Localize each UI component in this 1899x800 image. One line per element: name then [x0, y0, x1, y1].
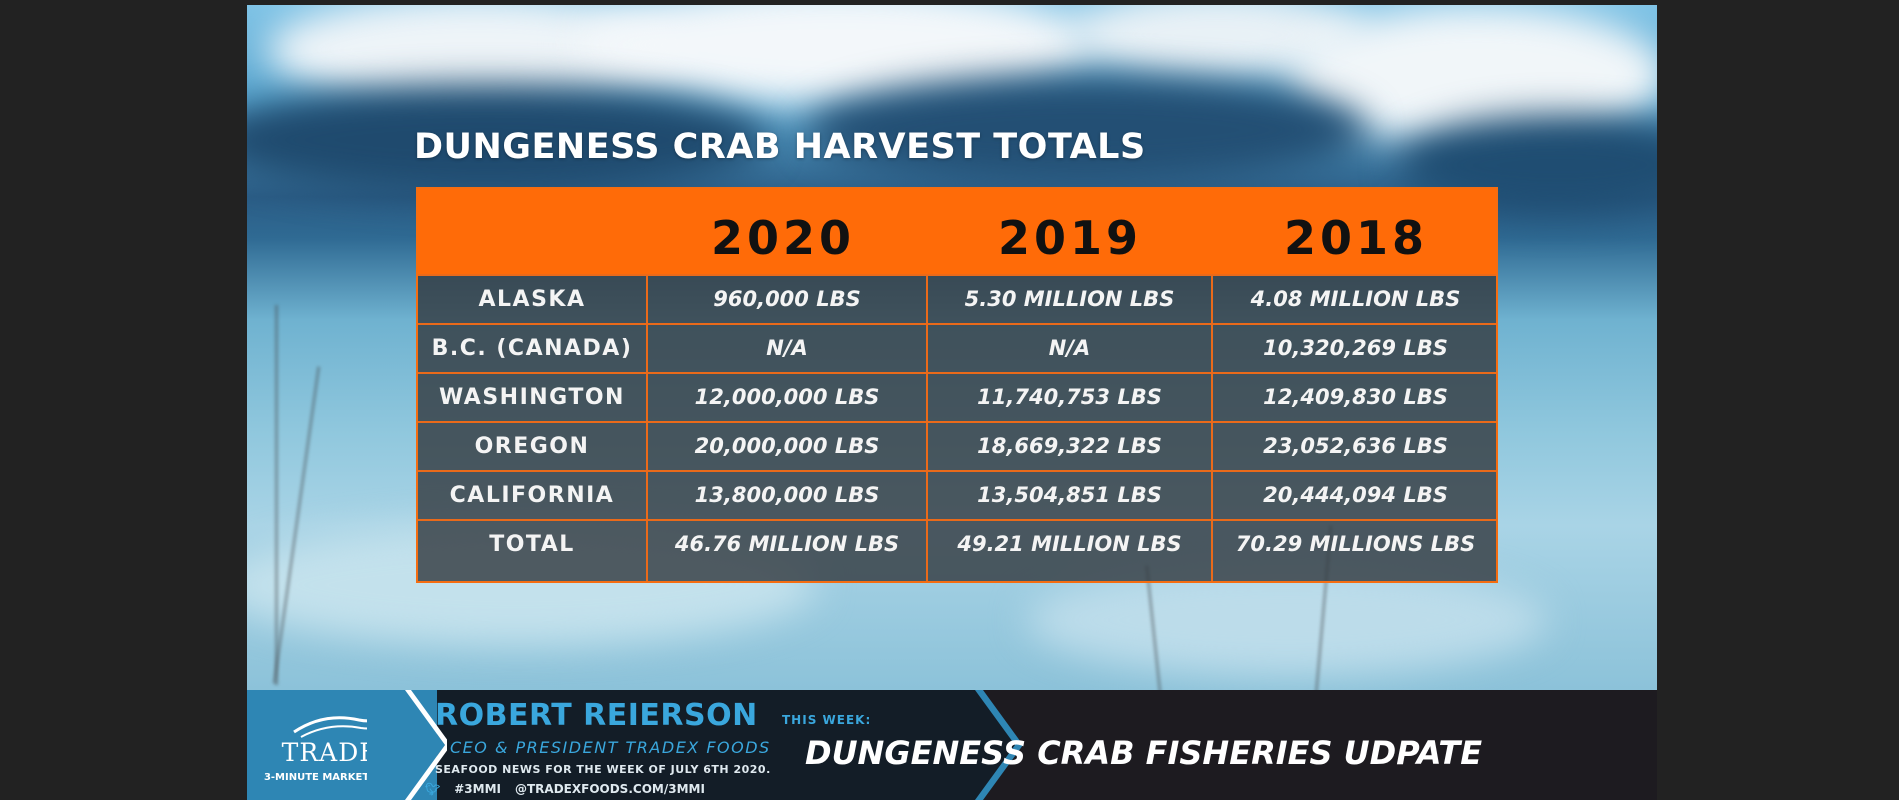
- harvest-table: 2020 2019 2018 ALASKA 960,000 LBS 5.30 M…: [416, 187, 1498, 583]
- dark-ridge-shape: [247, 85, 767, 195]
- presenter-name: ROBERT REIERSON: [435, 698, 758, 733]
- value-cell: 23,052,636 LBS: [1263, 434, 1448, 458]
- dark-ridge-shape: [807, 75, 1367, 185]
- value-cell: 12,409,830 LBS: [1263, 385, 1448, 409]
- value-cell: 20,444,094 LBS: [1263, 483, 1448, 507]
- value-cell: 13,504,851 LBS: [977, 483, 1162, 507]
- social-links: 🐦︎ #3MMI @TRADEXFOODS.COM/3MMI: [425, 782, 719, 796]
- year-header-2020: 2020: [710, 211, 856, 265]
- table-row: CALIFORNIA 13,800,000 LBS 13,504,851 LBS…: [418, 470, 1496, 519]
- hashtag-text: #3MMI: [454, 782, 501, 796]
- lower-third-banner: TRADEX 3-MINUTE MARKET INSIGHT ROBERT RE…: [247, 690, 1657, 800]
- table-row: OREGON 20,000,000 LBS 18,669,322 LBS 23,…: [418, 421, 1496, 470]
- table-row: ALASKA 960,000 LBS 5.30 MILLION LBS 4.08…: [418, 274, 1496, 323]
- value-cell: 4.08 MILLION LBS: [1250, 287, 1461, 311]
- row-label: ALASKA: [478, 287, 586, 312]
- video-frame: DUNGENESS CRAB HARVEST TOTALS 2020 2019 …: [247, 5, 1657, 800]
- row-label: OREGON: [474, 434, 590, 459]
- year-header-2018: 2018: [1283, 211, 1429, 265]
- blurred-mountain-lake-background: DUNGENESS CRAB HARVEST TOTALS 2020 2019 …: [247, 5, 1657, 690]
- row-label: CALIFORNIA: [449, 483, 615, 508]
- week-text: SEAFOOD NEWS FOR THE WEEK OF JULY 6TH 20…: [435, 763, 771, 776]
- twitter-bird-icon: 🐦︎: [425, 782, 441, 796]
- value-cell: 20,000,000 LBS: [694, 434, 880, 458]
- table-header: 2020 2019 2018: [418, 189, 1496, 276]
- episode-headline: DUNGENESS CRAB FISHERIES UDPATE: [805, 734, 1483, 772]
- year-header-2019: 2019: [997, 211, 1143, 265]
- ice-shape: [1027, 565, 1547, 675]
- presenter-panel-shape: [377, 690, 1023, 800]
- value-cell: 49.21 MILLION LBS: [957, 532, 1182, 556]
- table-row-total: TOTAL 46.76 MILLION LBS 49.21 MILLION LB…: [418, 519, 1496, 568]
- table-row: B.C. (CANADA) N/A N/A 10,320,269 LBS: [418, 323, 1496, 372]
- row-label: TOTAL: [489, 532, 575, 557]
- foreground-branch: [275, 305, 278, 685]
- row-label: B.C. (CANADA): [431, 336, 633, 361]
- foreground-branch: [272, 366, 321, 684]
- value-cell: 13,800,000 LBS: [694, 483, 880, 507]
- website-text: @TRADEXFOODS.COM/3MMI: [515, 782, 705, 796]
- value-cell: 18,669,322 LBS: [977, 434, 1162, 458]
- brand-arrow-shape: [367, 690, 447, 800]
- value-cell: 70.29 MILLIONS LBS: [1235, 532, 1476, 556]
- value-cell: 10,320,269 LBS: [1263, 336, 1448, 360]
- value-cell: 46.76 MILLION LBS: [674, 532, 900, 556]
- table-row: WASHINGTON 12,000,000 LBS 11,740,753 LBS…: [418, 372, 1496, 421]
- column-divider: [646, 276, 648, 581]
- slide-title: DUNGENESS CRAB HARVEST TOTALS: [414, 127, 1146, 167]
- value-cell: 5.30 MILLION LBS: [964, 287, 1175, 311]
- column-divider: [1211, 276, 1213, 581]
- this-week-label: THIS WEEK:: [782, 713, 872, 727]
- value-cell: N/A: [766, 336, 808, 360]
- brand-tagline: 3-MINUTE MARKET INSIGHT: [263, 772, 420, 783]
- value-cell: 11,740,753 LBS: [977, 385, 1162, 409]
- value-cell: N/A: [1048, 336, 1091, 360]
- row-label: WASHINGTON: [439, 385, 625, 410]
- presenter-role: CEO & PRESIDENT TRADEX FOODS: [450, 738, 771, 757]
- column-divider: [926, 276, 928, 581]
- value-cell: 12,000,000 LBS: [694, 385, 880, 409]
- value-cell: 960,000 LBS: [713, 287, 861, 311]
